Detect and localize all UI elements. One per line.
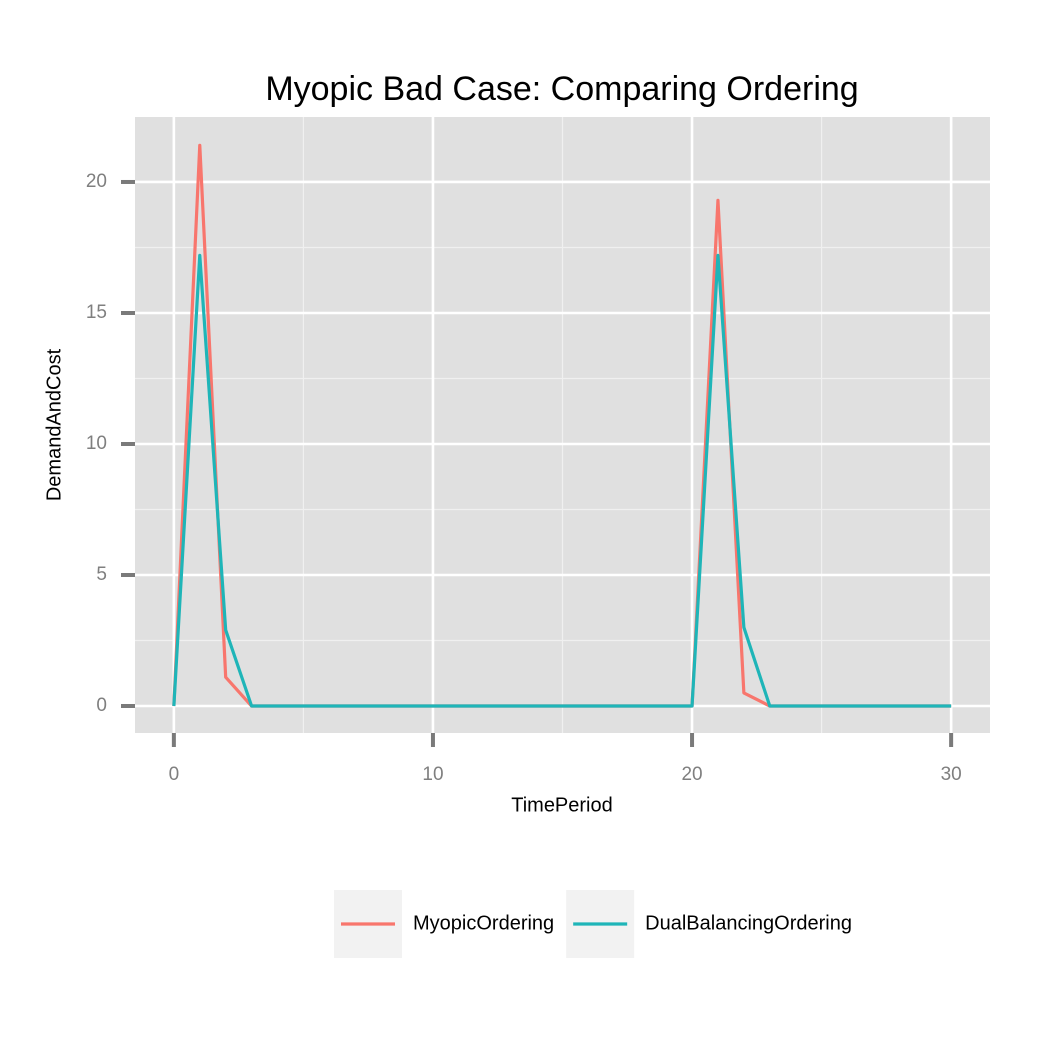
y-tick-label: 15 (86, 302, 107, 323)
y-tick-label: 0 (96, 695, 107, 716)
x-tick-label: 20 (681, 764, 702, 785)
legend-label: DualBalancingOrdering (645, 912, 852, 934)
y-tick-label: 5 (96, 564, 107, 585)
y-tick-label: 20 (86, 171, 107, 192)
x-axis-label: TimePeriod (511, 794, 613, 816)
legend-label: MyopicOrdering (413, 912, 554, 934)
y-tick-label: 10 (86, 433, 107, 454)
x-tick-label: 30 (941, 764, 962, 785)
line-series (172, 253, 952, 708)
x-tick-label: 0 (169, 764, 180, 785)
y-axis-label: DemandAndCost (43, 348, 65, 501)
x-tick-label: 10 (422, 764, 443, 785)
chart-title: Myopic Bad Case: Comparing Ordering (265, 70, 858, 108)
